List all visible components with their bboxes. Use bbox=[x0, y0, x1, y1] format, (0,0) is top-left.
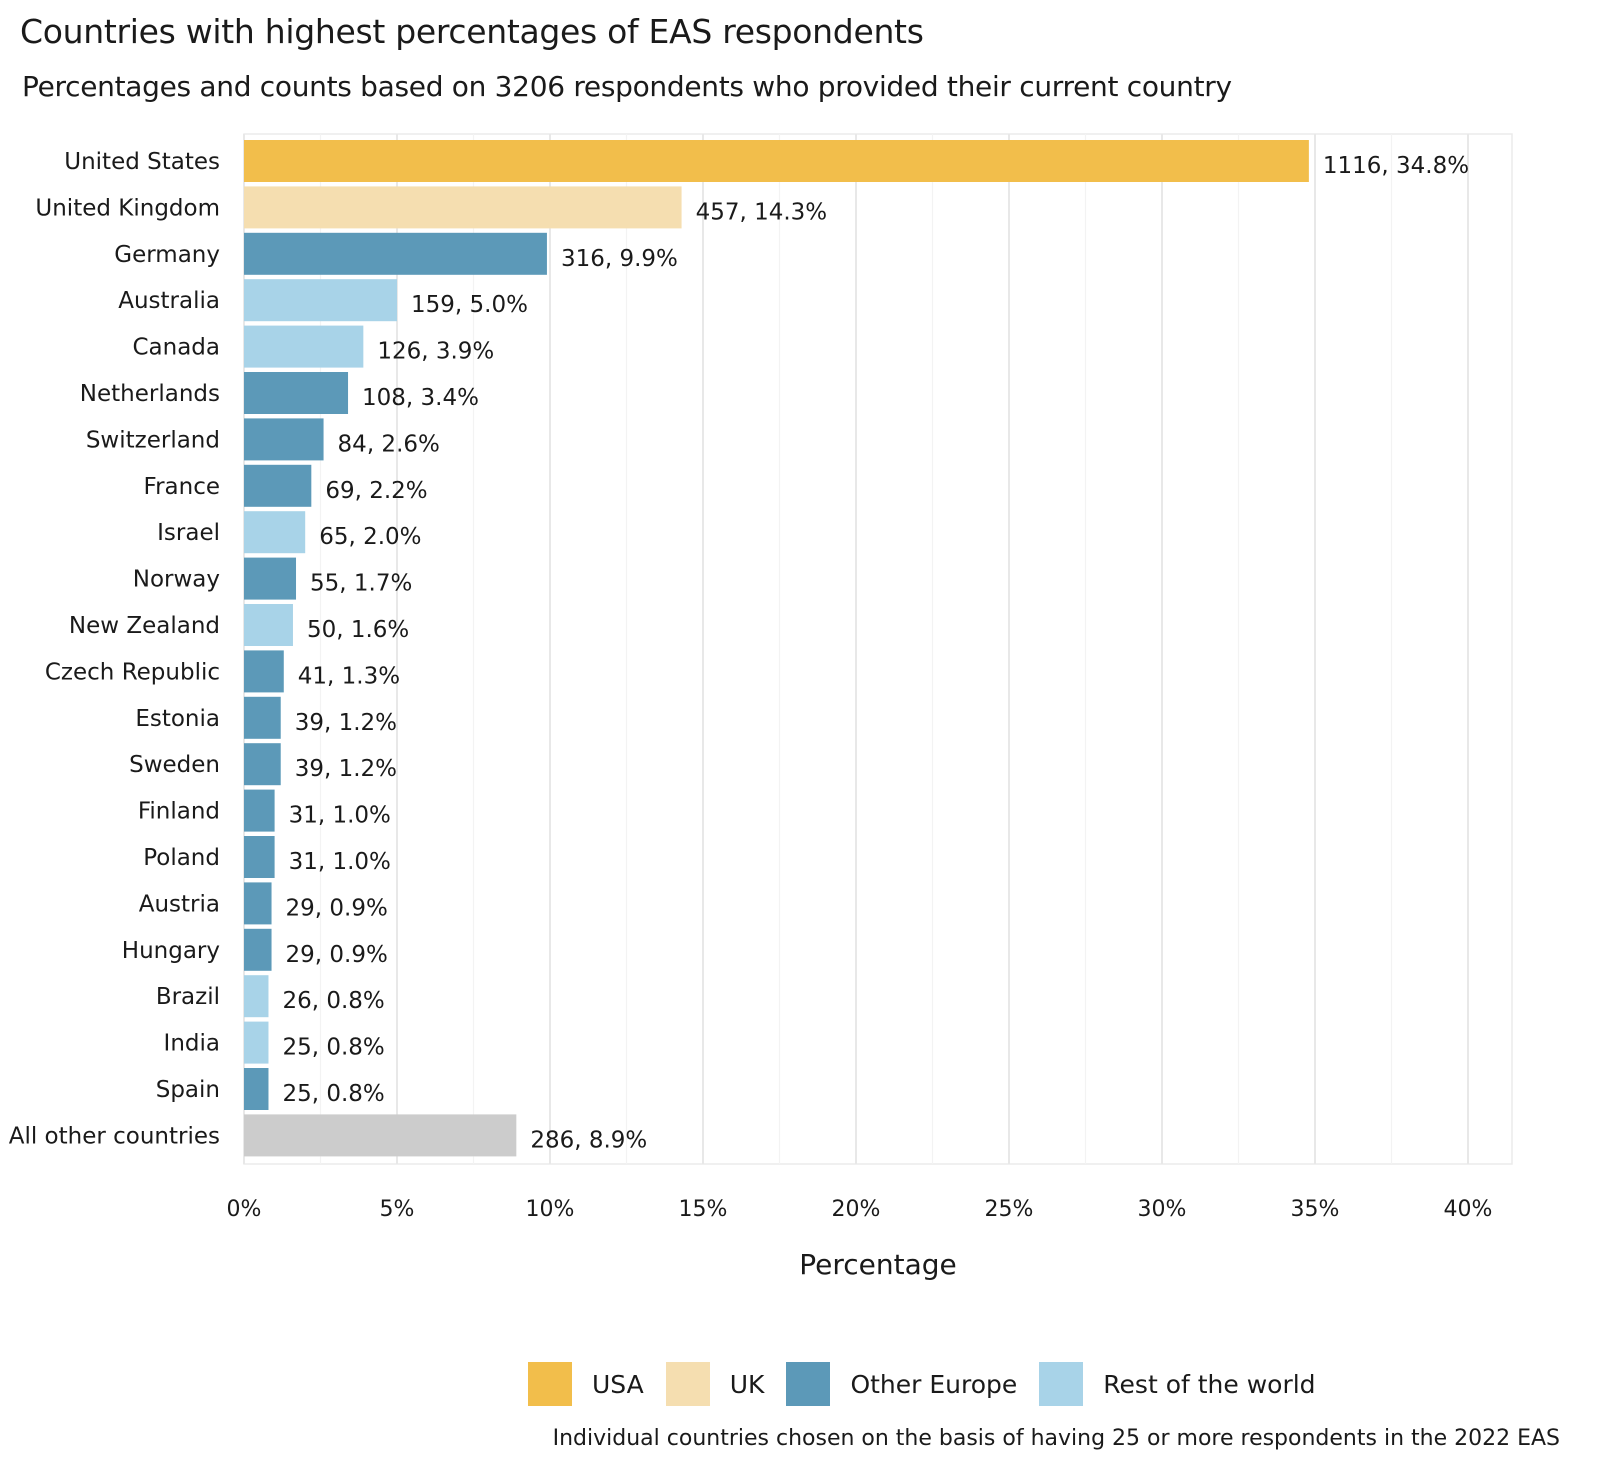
bar bbox=[244, 232, 547, 275]
legend-label-usa: USA bbox=[592, 1369, 644, 1399]
bar bbox=[244, 325, 364, 368]
bar bbox=[244, 464, 312, 507]
bar bbox=[244, 836, 275, 878]
data-label: 39, 1.2% bbox=[295, 710, 397, 736]
legend-swatch-other-europe bbox=[786, 1362, 831, 1406]
category-label: India bbox=[164, 1031, 220, 1057]
category-label: United Kingdom bbox=[35, 195, 220, 221]
data-label: 50, 1.6% bbox=[307, 617, 409, 643]
data-label: 286, 8.9% bbox=[530, 1127, 647, 1153]
legend-swatch-usa bbox=[528, 1362, 572, 1406]
category-label: Poland bbox=[143, 845, 220, 871]
chart-caption: Individual countries chosen on the basis… bbox=[552, 1426, 1560, 1451]
bar bbox=[244, 789, 275, 832]
x-tick-label: 25% bbox=[985, 1197, 1034, 1222]
bar bbox=[244, 743, 281, 786]
category-label: Spain bbox=[156, 1077, 220, 1103]
legend-item-rest-of-world: Rest of the world bbox=[1039, 1362, 1316, 1406]
category-label: Brazil bbox=[156, 984, 220, 1010]
category-label: Germany bbox=[114, 242, 220, 268]
category-label: Canada bbox=[132, 335, 220, 361]
bar bbox=[244, 372, 349, 414]
data-label: 1116, 34.8% bbox=[1323, 153, 1469, 179]
bar bbox=[244, 1114, 517, 1157]
x-tick-label: 30% bbox=[1138, 1197, 1187, 1222]
x-tick-label: 20% bbox=[832, 1197, 881, 1222]
category-label: New Zealand bbox=[69, 613, 220, 639]
chart-subtitle: Percentages and counts based on 3206 res… bbox=[22, 70, 1232, 103]
data-label: 126, 3.9% bbox=[377, 339, 494, 365]
category-label: Norway bbox=[133, 567, 220, 593]
x-tick-label: 15% bbox=[679, 1197, 728, 1222]
category-label: France bbox=[144, 474, 220, 500]
data-label: 108, 3.4% bbox=[362, 385, 479, 411]
legend-item-usa: USA bbox=[528, 1362, 644, 1406]
category-label: Estonia bbox=[135, 706, 220, 732]
plot-panel bbox=[243, 133, 1513, 1165]
chart-title: Countries with highest percentages of EA… bbox=[20, 12, 924, 51]
bar bbox=[244, 975, 269, 1018]
bar bbox=[244, 418, 324, 461]
category-label: Czech Republic bbox=[45, 659, 220, 685]
category-label: Israel bbox=[157, 520, 220, 546]
data-label: 84, 2.6% bbox=[338, 431, 440, 457]
x-tick-label: 40% bbox=[1444, 1197, 1493, 1222]
category-label: Switzerland bbox=[86, 427, 220, 453]
x-tick-label: 35% bbox=[1291, 1197, 1340, 1222]
data-label: 41, 1.3% bbox=[298, 663, 400, 689]
legend-item-uk: UK bbox=[665, 1362, 765, 1406]
bar bbox=[244, 279, 397, 322]
legend-swatch-rest-of-world bbox=[1039, 1362, 1084, 1406]
bar bbox=[244, 1021, 269, 1064]
legend: USA UK Other Europe Rest of the world bbox=[528, 1362, 1338, 1406]
category-label: Australia bbox=[118, 288, 220, 314]
bar bbox=[244, 511, 306, 554]
data-label: 39, 1.2% bbox=[295, 756, 397, 782]
category-label: Sweden bbox=[129, 752, 220, 778]
x-tick-label: 0% bbox=[227, 1197, 262, 1222]
category-label: Austria bbox=[139, 891, 220, 917]
bar bbox=[244, 696, 281, 739]
bar bbox=[244, 928, 272, 971]
data-label: 457, 14.3% bbox=[696, 199, 828, 225]
legend-label-uk: UK bbox=[729, 1369, 765, 1399]
x-tick-label: 10% bbox=[526, 1197, 575, 1222]
data-label: 25, 0.8% bbox=[282, 1035, 384, 1061]
bar bbox=[244, 140, 1309, 182]
bar bbox=[244, 186, 682, 229]
data-label: 159, 5.0% bbox=[411, 292, 528, 318]
x-axis-title: Percentage bbox=[799, 1248, 957, 1281]
bar bbox=[244, 1068, 269, 1110]
bar bbox=[244, 557, 297, 600]
bar-chart: United States 1116, 34.8% United Kingdom 45… bbox=[9, 133, 1513, 1281]
category-label: Netherlands bbox=[80, 381, 220, 407]
category-label: All other countries bbox=[9, 1123, 220, 1149]
category-label: Hungary bbox=[122, 938, 220, 964]
legend-swatch-uk bbox=[665, 1362, 710, 1406]
data-label: 55, 1.7% bbox=[310, 571, 412, 597]
data-label: 31, 1.0% bbox=[289, 849, 391, 875]
data-label: 65, 2.0% bbox=[319, 524, 421, 550]
x-tick-label: 5% bbox=[380, 1197, 415, 1222]
data-label: 31, 1.0% bbox=[289, 803, 391, 829]
data-label: 316, 9.9% bbox=[561, 246, 678, 272]
category-label: Finland bbox=[138, 799, 220, 825]
data-label: 25, 0.8% bbox=[282, 1081, 384, 1107]
category-label: United States bbox=[64, 149, 220, 175]
bar bbox=[244, 650, 284, 693]
data-label: 29, 0.9% bbox=[286, 942, 388, 968]
legend-label-rest-of-world: Rest of the world bbox=[1103, 1369, 1316, 1399]
data-label: 26, 0.8% bbox=[282, 988, 384, 1014]
data-label: 29, 0.9% bbox=[286, 895, 388, 921]
bar bbox=[244, 604, 293, 646]
legend-label-other-europe: Other Europe bbox=[850, 1369, 1018, 1399]
bar bbox=[244, 882, 272, 925]
data-label: 69, 2.2% bbox=[325, 478, 427, 504]
legend-item-other-europe: Other Europe bbox=[786, 1362, 1017, 1406]
